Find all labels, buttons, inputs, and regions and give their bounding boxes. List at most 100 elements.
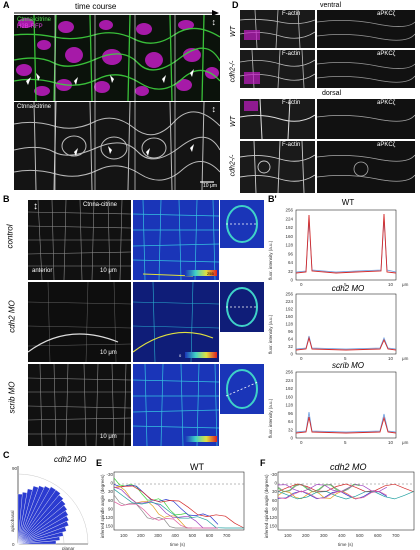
bp-title-scrib: scrib MO (332, 361, 364, 370)
d-factin-label-4: F-actin (282, 142, 301, 148)
bp-xtick: 10 (388, 356, 394, 361)
bp-xtick: 0 (300, 356, 303, 361)
bp-ylabel: fluor. intensity (a.u.) (268, 314, 273, 354)
bp-ytick: 224 (285, 299, 293, 304)
bp-title-cdh2: cdh2 MO (332, 284, 364, 293)
bp-ytick: 32 (288, 344, 294, 349)
f-xlabel: time (s) (338, 542, 354, 547)
bp-ytick: 128 (285, 322, 293, 327)
xtick: 500 (356, 533, 364, 538)
bp-ytick: 32 (288, 269, 294, 274)
bp-ytick: 256 (285, 370, 293, 375)
xtick: 600 (206, 533, 214, 538)
ytick: 0 (274, 481, 277, 486)
spindle-track (277, 483, 387, 493)
spindle-track (113, 501, 218, 529)
b-lut-max: 255 (207, 271, 214, 276)
b-cdh2-heatmap: 0 (133, 282, 219, 362)
d-apkc-label: aPKCζ (377, 11, 396, 17)
b-row-control: control (5, 224, 15, 249)
d-apkc-label-4: aPKCζ (377, 142, 396, 148)
c-tick-0: 90 (12, 466, 18, 471)
bp-xunit: μm (402, 282, 409, 287)
c-apicobasal-label: apicobasal (10, 510, 15, 532)
d-factin-label-2: F-actin (282, 51, 301, 57)
panel-c-label: C (3, 450, 10, 460)
bp-ytick: 96 (288, 329, 294, 334)
spindle-track (277, 490, 387, 500)
bp-ytick: 192 (285, 307, 293, 312)
xtick: 300 (154, 533, 162, 538)
panel-f-label: F (260, 458, 266, 468)
bp-ytick: 0 (290, 352, 293, 357)
panel-d-label: D (232, 0, 239, 10)
d-factin-label-3: F-actin (282, 100, 301, 106)
xtick: 100 (120, 533, 128, 538)
spindle-track (113, 488, 244, 529)
ch1-label: Ctnna-citrine (17, 17, 52, 23)
xtick: 500 (189, 533, 197, 538)
xtick: 200 (302, 533, 310, 538)
spindle-track (277, 490, 415, 500)
bp-plots: WT cdh2 MO scrib MO 256 224 192 160 128 96 64 3… (268, 198, 409, 445)
d-dorsal-wt-apkc: aPKCζ (316, 99, 416, 139)
e-ylabel: inferred spindle angle (degrees) (100, 474, 105, 538)
bp-axes-2 (295, 293, 397, 355)
b-scrib-heatmap (133, 364, 219, 446)
bp-ytick: 224 (285, 216, 293, 221)
bp-ytick: 0 (290, 436, 293, 441)
f-title: cdh2 MO (330, 462, 367, 472)
b-control-cell-zoom (220, 200, 264, 248)
ytick: 90 (272, 506, 278, 511)
ytick: 60 (272, 498, 278, 503)
bp-wt-red (295, 213, 397, 274)
b-lut-min: 0 (179, 353, 182, 358)
bp-ytick: 160 (285, 234, 293, 239)
bp-ytick: 160 (285, 394, 293, 399)
wt-dorsal-label: WT (229, 116, 237, 127)
time-course-arrow (14, 10, 219, 16)
ytick: -30 (106, 472, 113, 477)
d-ventral-cdh2-apkc: aPKCζ (316, 50, 416, 88)
spindle-track (277, 483, 415, 493)
xtick: 600 (374, 533, 382, 538)
bp-xtick: 0 (300, 282, 303, 287)
bp-ylabel: fluor. intensity (a.u.) (268, 398, 273, 438)
ch2-label: H2B-RFP (17, 24, 43, 30)
bp-scrib-blue (295, 411, 397, 433)
ytick: 120 (105, 515, 113, 520)
spindle-track (113, 485, 192, 529)
bp-ytick: 128 (285, 243, 293, 248)
panel-a-gray-micrograph: Ctnna-citrine ↕ 10 μm (14, 102, 220, 190)
bp-ylabel: fluor. intensity (a.u.) (268, 240, 273, 280)
bp-xtick: 10 (388, 282, 394, 287)
d-ventral-wt-factin: F-actin (239, 9, 316, 49)
bp-ytick: 0 (290, 278, 293, 283)
d-ventral-wt-apkc: aPKCζ (316, 10, 416, 48)
b-control-gray: Ctnna-citrine anterior ↕ 10 μm (28, 200, 131, 280)
b-control-heatmap: 255 (133, 200, 219, 280)
e-plot: inferred spindle angle (degrees) time (s… (100, 471, 245, 547)
bp-ytick: 32 (288, 427, 294, 432)
d-dorsal-cdh2-apkc: aPKCζ (316, 141, 416, 193)
b-row-cdh2: cdh2 MO (7, 300, 17, 333)
d-ventral-cdh2-factin: F-actin (239, 49, 316, 89)
spindle-track (113, 485, 245, 529)
c-wedge (17, 540, 57, 545)
bp-axes-3 (295, 371, 397, 439)
bp-xtick: 5 (344, 356, 347, 361)
xtick: 700 (223, 533, 231, 538)
xtick: 300 (320, 533, 328, 538)
bp-ytick: 64 (288, 260, 294, 265)
bp-ytick: 192 (285, 386, 293, 391)
bp-ytick: 224 (285, 378, 293, 383)
dorsal-label: dorsal (322, 90, 342, 97)
f-ylabel: inferred spindle angle (degrees) (264, 474, 269, 538)
ytick: 60 (108, 498, 114, 503)
f-plot: inferred spindle angle (degrees) time (s… (264, 471, 415, 547)
d-dorsal-wt-factin: F-actin (239, 98, 316, 140)
xtick: 700 (392, 533, 400, 538)
cdh2-ventral-label: cdh2-/- (229, 60, 237, 83)
bp-scrib-red (295, 416, 397, 434)
b-orientation-arrow: ↕ (33, 201, 38, 212)
